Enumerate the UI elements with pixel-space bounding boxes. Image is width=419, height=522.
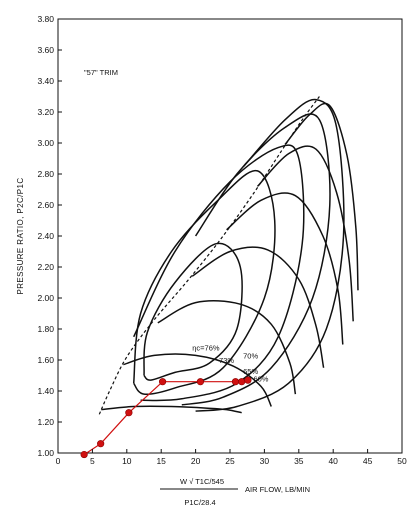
y-tick-label: 1.60: [37, 355, 54, 365]
x-tick-label: 45: [363, 456, 373, 466]
y-tick-label: 1.00: [37, 448, 54, 458]
y-tick-label: 1.40: [37, 386, 54, 396]
speed-line-4: [191, 246, 325, 368]
x-tick-label: 15: [156, 456, 166, 466]
surge-line: [98, 96, 320, 415]
operating-point: [238, 378, 246, 386]
y-tick-label: 3.00: [37, 138, 54, 148]
x-tick-label: 40: [328, 456, 338, 466]
y-tick-label: 2.80: [37, 169, 54, 179]
x-tick-label: 10: [122, 456, 132, 466]
y-axis-label: PRESSURE RATIO, P2C/P1C: [16, 177, 25, 294]
y-tick-label: 2.00: [37, 293, 54, 303]
efficiency-contour-3: [133, 144, 305, 402]
efficiency-labels: ηc=76% 73% 70% 65%60%: [192, 344, 269, 384]
x-axis-flow-denominator: P1C/28.4: [184, 498, 215, 507]
x-axis-flow-numerator: W √ T1C/545: [180, 477, 224, 486]
speed-line-2: [123, 353, 272, 407]
y-tick-label: 3.80: [37, 14, 54, 24]
speed-line-6: [256, 145, 354, 322]
x-tick-label: 5: [90, 456, 95, 466]
efficiency-label: 70%: [243, 351, 258, 360]
operating-point: [158, 378, 167, 386]
efficiency-label: 60%: [253, 375, 268, 384]
x-tick-label: 25: [225, 456, 235, 466]
x-axis-air-flow-label: AIR FLOW, LB/MIN: [245, 485, 310, 494]
efficiency-label: ηc=76%: [192, 344, 220, 353]
efficiency-contour-1: [143, 242, 243, 381]
speed-line-7: [284, 102, 359, 291]
operating-point: [97, 440, 105, 448]
efficiency-contour-2: [132, 170, 276, 395]
speed-line-1: [101, 405, 242, 414]
x-tick-label: 50: [397, 456, 407, 466]
y-tick-label: 3.40: [37, 76, 54, 86]
operating-line-group: [80, 376, 252, 459]
y-tick-label: 3.60: [37, 45, 54, 55]
efficiency-contour-5: [195, 98, 345, 412]
y-tick-label: 1.20: [37, 417, 54, 427]
operating-point: [125, 409, 133, 417]
y-tick-label: 2.60: [37, 200, 54, 210]
y-tick-label: 2.20: [37, 262, 54, 272]
operating-point: [244, 376, 252, 384]
operating-point: [196, 378, 205, 386]
x-tick-label: 0: [56, 456, 61, 466]
speed-line-3: [157, 300, 297, 395]
efficiency-label: 65%: [243, 367, 258, 376]
trim-label: "57" TRIM: [84, 68, 118, 77]
speed-line-5: [226, 192, 344, 345]
y-tick-label: 2.40: [37, 231, 54, 241]
surge-line-group: [98, 96, 320, 415]
x-tick-label: 35: [294, 456, 304, 466]
x-tick-label: 30: [260, 456, 270, 466]
y-tick-label: 1.80: [37, 324, 54, 334]
y-tick-label: 3.20: [37, 107, 54, 117]
axis-ticks: 0 5 10 15 20 25 30 35 40 45 50 1.00 1.20 1.40 1.60 1.80…: [37, 14, 407, 466]
operating-point: [80, 450, 88, 459]
operating-point: [231, 378, 240, 386]
x-tick-label: 20: [191, 456, 201, 466]
speed-lines: [101, 102, 359, 414]
efficiency-label: 73%: [219, 356, 234, 365]
efficiency-contours: [132, 98, 345, 412]
